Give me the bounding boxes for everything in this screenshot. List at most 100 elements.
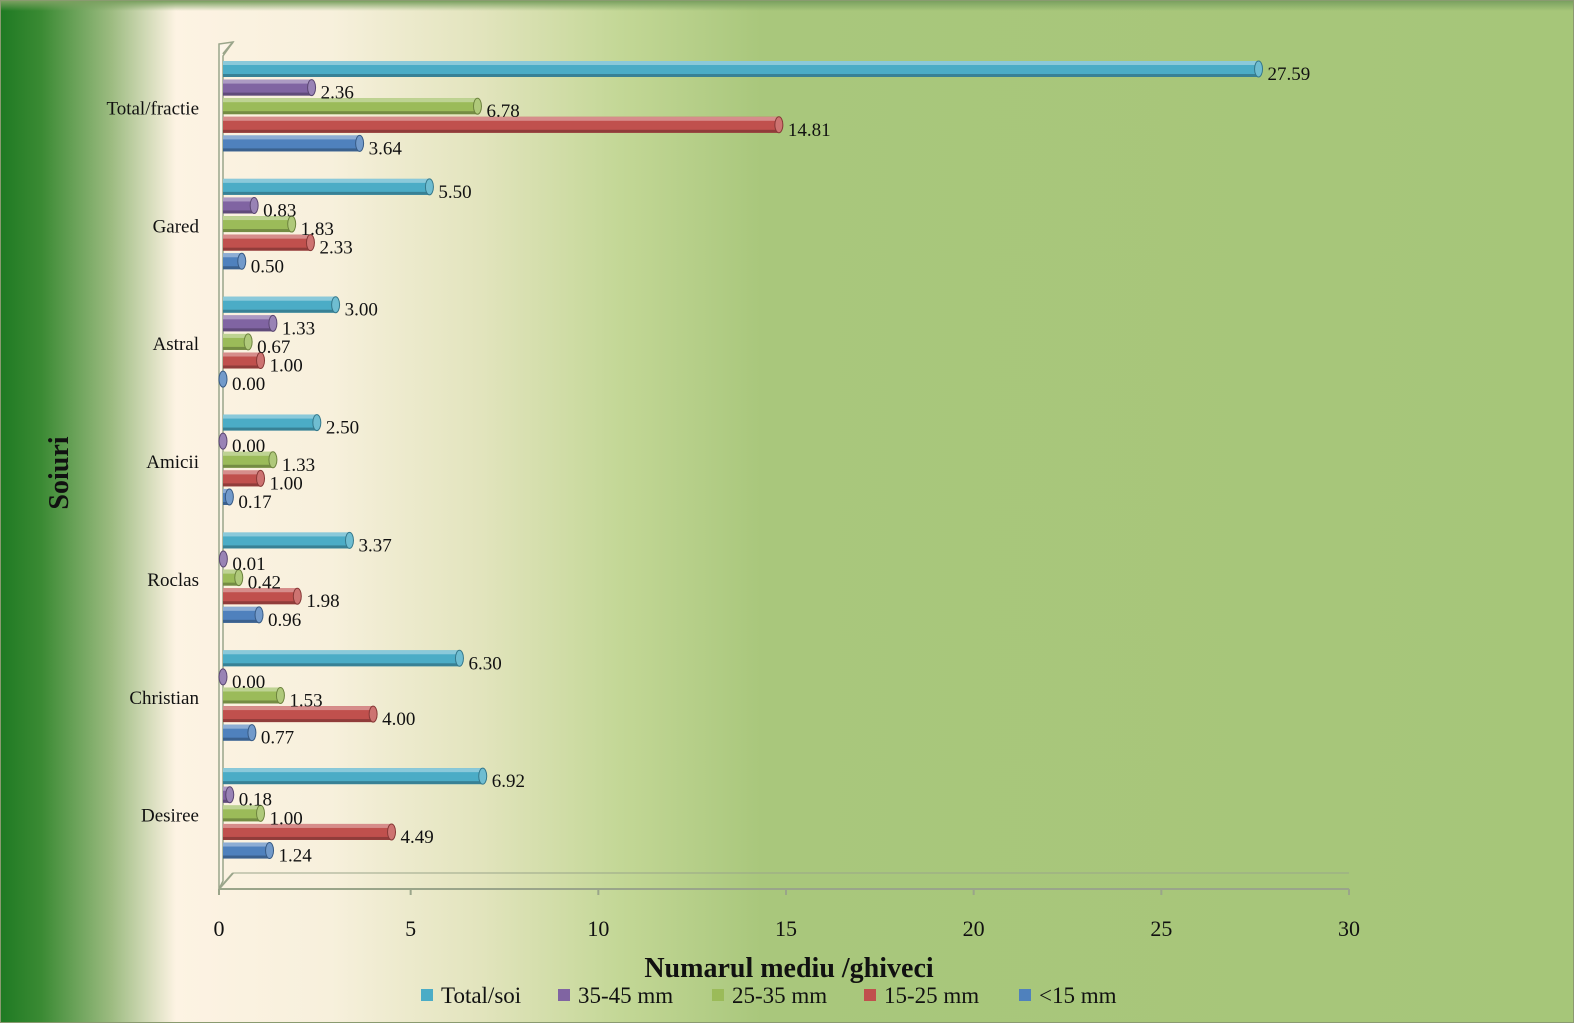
data-label: 0.77: [261, 728, 294, 749]
bar-cap: [219, 669, 227, 685]
bar-cap: [308, 80, 316, 96]
bar-shadow: [223, 328, 273, 331]
bar: [219, 551, 227, 567]
bar-cap: [250, 197, 258, 213]
bar: [219, 371, 227, 387]
bar-cap: [248, 725, 256, 741]
data-label: 6.92: [492, 771, 525, 792]
legend-entry: 35-45 mm: [578, 983, 673, 1008]
bar-shadow: [223, 229, 292, 232]
data-label: 5.50: [438, 182, 471, 203]
bar: [223, 768, 487, 784]
bar-shadow: [223, 366, 261, 369]
bar-highlight: [223, 135, 360, 139]
bar-cap: [775, 117, 783, 133]
bar-cap: [345, 532, 353, 548]
bar: [223, 470, 265, 486]
bar-shadow: [223, 837, 392, 840]
data-label: 1.53: [289, 690, 322, 711]
bar: [223, 61, 1263, 77]
bar-highlight: [223, 725, 252, 729]
bar-highlight: [223, 61, 1259, 65]
legend-swatch: [712, 989, 724, 1001]
data-label: 1.00: [270, 808, 303, 829]
data-label: 0.18: [239, 790, 272, 811]
bar-cap: [226, 787, 234, 803]
bar: [223, 80, 316, 96]
bar: [223, 843, 274, 859]
bar-cap: [455, 650, 463, 666]
bar: [223, 787, 234, 803]
bar-cap: [313, 415, 321, 431]
bar-highlight: [223, 415, 317, 419]
bar-highlight: [223, 297, 336, 301]
bar-highlight: [223, 315, 273, 319]
data-label: 0.17: [238, 492, 271, 513]
bar-cap: [479, 768, 487, 784]
bar-shadow: [223, 111, 477, 114]
data-label: 0.00: [232, 374, 265, 395]
data-label: 1.98: [306, 591, 339, 612]
legend-swatch: [558, 989, 570, 1001]
bar-shadow: [223, 74, 1259, 77]
x-tick-label: 0: [214, 916, 225, 941]
bar-highlight: [223, 650, 459, 654]
bar-highlight: [223, 197, 254, 201]
category-label: Total/fractie: [106, 99, 199, 120]
bar: [223, 415, 321, 431]
bar: [223, 253, 246, 269]
bar-highlight: [223, 179, 429, 183]
bar-highlight: [223, 768, 483, 772]
data-label: 4.00: [382, 709, 415, 730]
bar: [223, 135, 364, 151]
bar-shadow: [223, 719, 373, 722]
data-label: 2.36: [321, 83, 354, 104]
bar-cap: [293, 588, 301, 604]
bar-shadow: [223, 856, 270, 859]
legend-swatch: [864, 989, 876, 1001]
bar-highlight: [223, 843, 270, 847]
bar-shadow: [223, 130, 779, 133]
data-label: 0.83: [263, 200, 296, 221]
bar: [223, 197, 258, 213]
x-tick-label: 20: [963, 916, 985, 941]
data-label: 4.49: [401, 827, 434, 848]
x-tick-label: 25: [1150, 916, 1172, 941]
data-label: 3.00: [345, 300, 378, 321]
bar-cap: [219, 433, 227, 449]
bar-highlight: [223, 607, 259, 611]
bar-cap: [244, 334, 252, 350]
bar-cap: [269, 452, 277, 468]
bar: [223, 607, 263, 623]
category-label: Christian: [129, 688, 199, 709]
bar-shadow: [223, 428, 317, 431]
bar-shadow: [223, 601, 297, 604]
bar-shadow: [223, 818, 261, 821]
bar: [223, 179, 433, 195]
bar-shadow: [223, 192, 429, 195]
bar-shadow: [223, 700, 280, 703]
x-tick-label: 5: [405, 916, 416, 941]
legend-swatch: [1019, 989, 1031, 1001]
data-label: 1.24: [279, 846, 313, 867]
bar: [223, 725, 256, 741]
data-label: 1.00: [270, 356, 303, 377]
bar-shadow: [223, 248, 310, 251]
bar-cap: [369, 706, 377, 722]
bar-shadow: [223, 310, 336, 313]
bar-shadow: [223, 347, 248, 350]
data-label: 0.96: [268, 610, 301, 631]
bar-cap: [219, 371, 227, 387]
bar-shadow: [223, 210, 254, 213]
legend-entry: 15-25 mm: [884, 983, 979, 1008]
bar-highlight: [223, 532, 349, 536]
x-axis-title: Numarul mediu /ghiveci: [644, 953, 934, 984]
bar-highlight: [223, 824, 392, 828]
bar-cap: [257, 470, 265, 486]
bar-cap: [473, 98, 481, 114]
data-label: 1.00: [270, 473, 303, 494]
category-label: Amicii: [146, 452, 199, 473]
bar: [219, 433, 227, 449]
bar-shadow: [223, 545, 349, 548]
bar-highlight: [223, 353, 261, 357]
